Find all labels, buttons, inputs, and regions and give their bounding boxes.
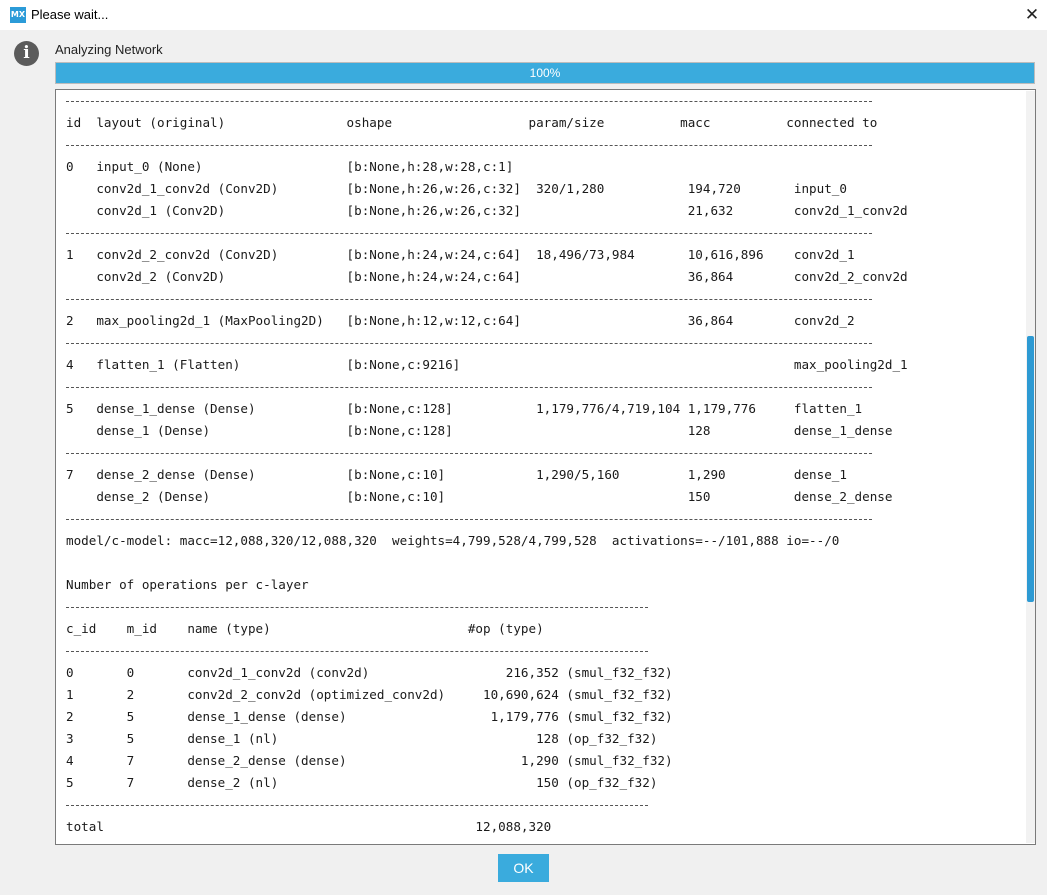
log-line: 3 5 dense_1 (nl) 128 (op_f32_f32) [66, 731, 658, 746]
progress-bar: 100% [55, 62, 1035, 84]
log-output: id layout (original) oshape param/size m… [66, 90, 908, 838]
log-line: 2 5 dense_1_dense (dense) 1,179,776 (smu… [66, 709, 673, 724]
log-line: model/c-model: macc=12,088,320/12,088,32… [66, 533, 840, 548]
log-line: 1 conv2d_2_conv2d (Conv2D) [b:None,h:24,… [66, 247, 855, 262]
log-separator [66, 222, 908, 244]
log-line: 1 2 conv2d_2_conv2d (optimized_conv2d) 1… [66, 687, 673, 702]
log-line: id layout (original) oshape param/size m… [66, 115, 878, 130]
ok-button[interactable]: OK [498, 854, 549, 882]
log-line: conv2d_2 (Conv2D) [b:None,h:24,w:24,c:64… [66, 269, 908, 284]
log-line: dense_2 (Dense) [b:None,c:10] 150 dense_… [66, 489, 893, 504]
app-logo-icon: MX [10, 7, 26, 23]
log-separator [66, 288, 908, 310]
log-separator [66, 640, 908, 662]
log-separator [66, 90, 908, 112]
log-separator [66, 442, 908, 464]
log-separator [66, 134, 908, 156]
log-line: 5 dense_1_dense (Dense) [b:None,c:128] 1… [66, 401, 863, 416]
log-line [66, 552, 908, 574]
log-line: 2 max_pooling2d_1 (MaxPooling2D) [b:None… [66, 313, 855, 328]
log-output-panel[interactable]: id layout (original) oshape param/size m… [55, 89, 1036, 845]
log-separator [66, 596, 908, 618]
status-text: Analyzing Network [55, 42, 163, 57]
log-separator [66, 332, 908, 354]
log-separator [66, 376, 908, 398]
progress-label: 100% [529, 66, 561, 80]
log-line: 4 flatten_1 (Flatten) [b:None,c:9216] ma… [66, 357, 908, 372]
log-line: 0 0 conv2d_1_conv2d (conv2d) 216,352 (sm… [66, 665, 673, 680]
log-line: c_id m_id name (type) #op (type) [66, 621, 544, 636]
log-line: total 12,088,320 [66, 819, 552, 834]
close-icon[interactable]: ✕ [1024, 5, 1040, 25]
log-line: dense_1 (Dense) [b:None,c:128] 128 dense… [66, 423, 893, 438]
log-line: 0 input_0 (None) [b:None,h:28,w:28,c:1] [66, 159, 514, 174]
progress-bar-fill [56, 63, 1034, 83]
log-line: conv2d_1_conv2d (Conv2D) [b:None,h:26,w:… [66, 181, 847, 196]
log-separator [66, 794, 908, 816]
log-line: 4 7 dense_2_dense (dense) 1,290 (smul_f3… [66, 753, 673, 768]
info-icon: i [14, 41, 39, 66]
title-bar: MX Please wait... ✕ [0, 0, 1047, 30]
window-title: Please wait... [31, 7, 109, 22]
log-line: Number of operations per c-layer [66, 577, 309, 592]
log-line: conv2d_1 (Conv2D) [b:None,h:26,w:26,c:32… [66, 203, 908, 218]
scrollbar-thumb[interactable] [1027, 336, 1034, 602]
log-separator [66, 508, 908, 530]
log-line: 7 dense_2_dense (Dense) [b:None,c:10] 1,… [66, 467, 847, 482]
log-line: 5 7 dense_2 (nl) 150 (op_f32_f32) [66, 775, 658, 790]
